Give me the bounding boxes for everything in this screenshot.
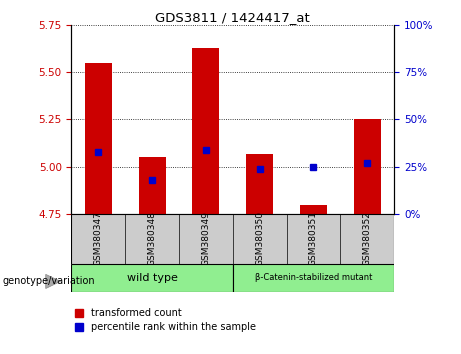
Text: GSM380350: GSM380350 xyxy=(255,211,264,267)
Legend: transformed count, percentile rank within the sample: transformed count, percentile rank withi… xyxy=(73,306,258,334)
Title: GDS3811 / 1424417_at: GDS3811 / 1424417_at xyxy=(155,11,310,24)
Bar xyxy=(193,47,219,214)
FancyBboxPatch shape xyxy=(233,264,394,292)
Bar xyxy=(139,157,165,214)
FancyBboxPatch shape xyxy=(71,214,394,264)
Text: GSM380352: GSM380352 xyxy=(363,211,372,267)
Text: GSM380347: GSM380347 xyxy=(94,211,103,267)
Text: GSM380348: GSM380348 xyxy=(148,211,157,267)
Text: GSM380351: GSM380351 xyxy=(309,211,318,267)
Text: genotype/variation: genotype/variation xyxy=(2,276,95,286)
Bar xyxy=(354,119,381,214)
Bar xyxy=(300,205,327,214)
Text: wild type: wild type xyxy=(127,273,177,283)
Polygon shape xyxy=(46,274,60,289)
Bar xyxy=(246,154,273,214)
FancyBboxPatch shape xyxy=(71,264,233,292)
Text: GSM380349: GSM380349 xyxy=(201,211,210,267)
Text: β-Catenin-stabilized mutant: β-Catenin-stabilized mutant xyxy=(255,273,372,282)
Bar xyxy=(85,63,112,214)
